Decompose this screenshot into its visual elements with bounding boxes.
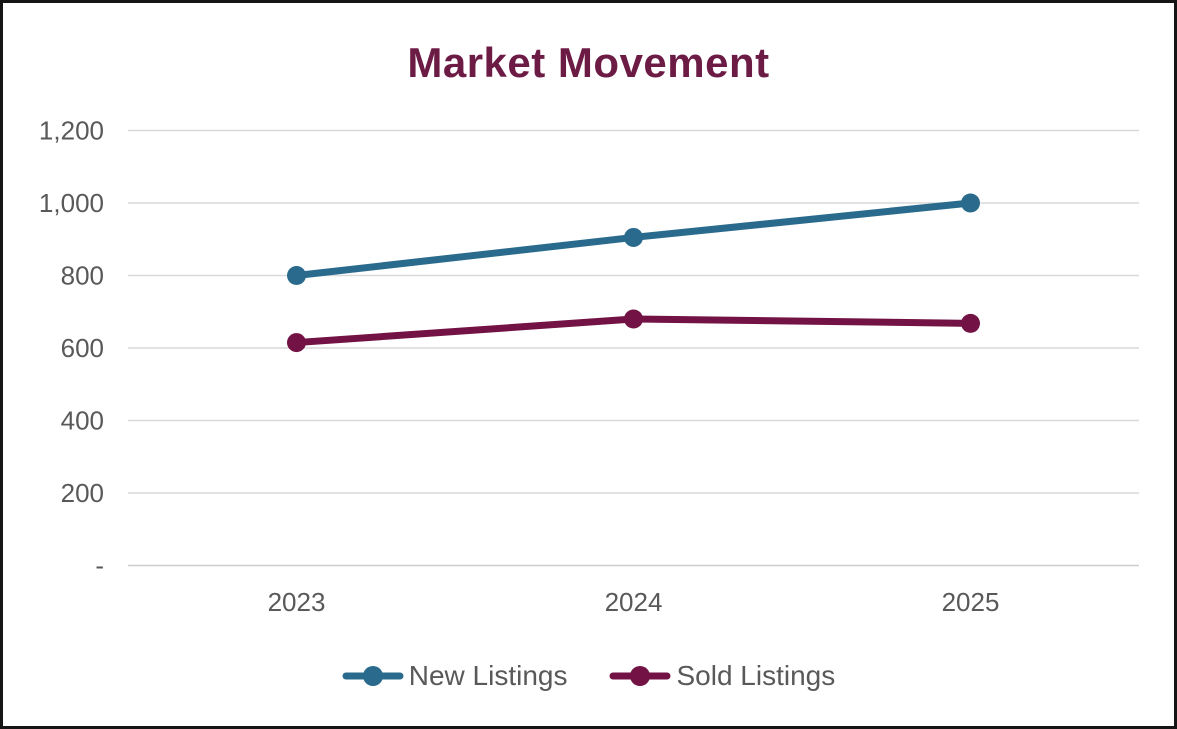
data-point-marker xyxy=(961,193,980,213)
chart-title: Market Movement xyxy=(407,39,770,86)
y-axis-tick-label: - xyxy=(95,551,104,581)
y-axis-tick-label: 1,200 xyxy=(39,116,104,146)
y-axis-tick-label: 400 xyxy=(61,406,104,436)
legend-item-sold-listings: Sold Listings xyxy=(609,660,835,692)
data-point-marker xyxy=(624,309,643,329)
legend-label: Sold Listings xyxy=(676,660,836,691)
y-axis-tick-label: 800 xyxy=(61,261,104,291)
chart-legend: New Listings Sold Listings xyxy=(3,651,1174,701)
legend-item-new-listings: New Listings xyxy=(342,660,568,692)
y-axis-tick-label: 200 xyxy=(61,478,104,508)
y-axis-tick-label: 1,000 xyxy=(39,188,104,218)
line-chart-plot: - 200 400 600 800 1,000 1,200 2023 2024 2025 xyxy=(39,116,1139,617)
x-axis-tick-label: 2024 xyxy=(605,587,663,617)
data-point-marker xyxy=(287,266,306,285)
legend-marker-icon xyxy=(342,666,404,686)
x-axis-tick-label: 2025 xyxy=(942,587,1000,617)
data-point-marker xyxy=(287,333,306,353)
data-point-marker xyxy=(624,227,643,247)
data-point-marker xyxy=(961,313,980,333)
x-axis-tick-label: 2023 xyxy=(268,587,326,617)
legend-label: New Listings xyxy=(408,660,568,691)
y-axis-tick-label: 600 xyxy=(61,333,104,363)
legend-marker-icon xyxy=(609,666,671,686)
